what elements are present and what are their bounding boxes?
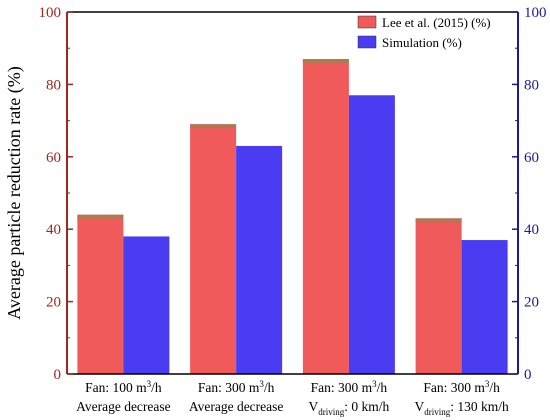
bar-lee-et-al-4: [415, 218, 462, 374]
legend-swatch-1: [357, 15, 377, 29]
right-tick-label-20: 20: [524, 295, 539, 311]
left-tick-label-80: 80: [46, 77, 61, 93]
bar-lee-et-al-1: [77, 214, 124, 374]
bar-lee-et-al-2: [190, 124, 237, 374]
bar-simulation-3: [348, 95, 395, 374]
legend-swatch-2: [357, 35, 377, 49]
legend-label-1: Lee et al. (2015) (%): [382, 15, 491, 30]
bar-cap-1: [77, 214, 124, 219]
right-tick-label-80: 80: [524, 77, 539, 93]
category-label-line2: Average decrease: [76, 399, 171, 414]
ticks-layer: 0 0 20 20 40 40 60 60 80 80 100 100: [39, 5, 547, 383]
category-label-line1: Fan: 300 m3/h: [311, 379, 388, 395]
bar-cap-3: [302, 59, 349, 64]
bar-lee-et-al-3: [302, 59, 349, 375]
left-tick-label-100: 100: [39, 5, 62, 21]
bar-cap-2: [190, 124, 237, 129]
bar-simulation-2: [236, 145, 283, 374]
bar-simulation-4: [461, 240, 508, 374]
category-label-line1: Fan: 300 m3/h: [198, 379, 275, 395]
bars-layer: [77, 59, 508, 375]
category-label-line2: Vdriving: 0 km/h: [308, 399, 389, 417]
bar-simulation-1: [123, 236, 170, 374]
category-label-line2: Vdriving: 130 km/h: [414, 399, 509, 417]
left-tick-label-20: 20: [46, 295, 61, 311]
left-tick-label-60: 60: [46, 150, 61, 166]
right-tick-label-100: 100: [524, 5, 547, 21]
right-tick-label-40: 40: [524, 222, 539, 238]
left-tick-label-0: 0: [54, 367, 62, 383]
category-label-line1: Fan: 100 m3/h: [85, 379, 162, 395]
category-label-line1: Fan: 300 m3/h: [423, 379, 500, 395]
legend: Lee et al. (2015) (%) Simulation (%): [357, 15, 491, 50]
right-tick-label-60: 60: [524, 150, 539, 166]
y-axis-title: Average particle reduction rate (%): [4, 66, 25, 320]
legend-label-2: Simulation (%): [382, 35, 462, 50]
category-labels: Fan: 100 m3/h Average decrease Fan: 300 m3…: [76, 379, 509, 417]
right-tick-label-0: 0: [524, 367, 532, 383]
category-label-line2: Average decrease: [189, 399, 284, 414]
left-tick-label-40: 40: [46, 222, 61, 238]
bar-cap-4: [415, 218, 462, 223]
